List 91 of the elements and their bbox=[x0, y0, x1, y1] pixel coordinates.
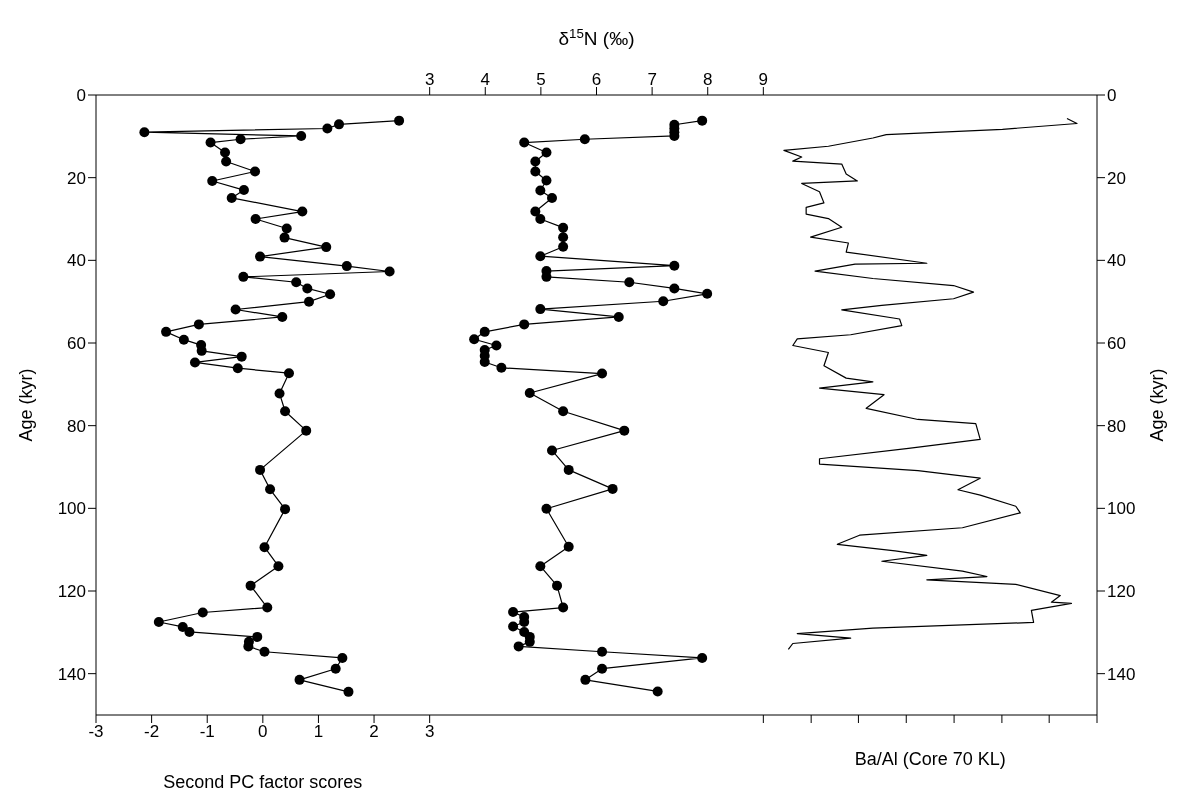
line-series bbox=[783, 117, 1078, 650]
y-tick-label: 20 bbox=[67, 168, 86, 188]
point bbox=[230, 304, 241, 315]
point bbox=[177, 621, 188, 632]
point bbox=[197, 607, 208, 618]
x-tick-label: -2 bbox=[144, 722, 160, 742]
y2-axis-title: Age (kyr) bbox=[1147, 368, 1167, 442]
x-tick-label: -1 bbox=[199, 722, 215, 742]
y-tick-label: 120 bbox=[57, 582, 86, 602]
point bbox=[341, 261, 352, 272]
y2-tick-label: 20 bbox=[1107, 168, 1126, 188]
point bbox=[280, 504, 291, 515]
point bbox=[280, 406, 291, 417]
y-tick-label: 100 bbox=[57, 499, 86, 519]
x2-tick-label: 7 bbox=[647, 70, 657, 89]
point bbox=[337, 652, 348, 663]
y-tick-label: 60 bbox=[67, 334, 86, 354]
y-axis-title: Age (kyr) bbox=[16, 368, 36, 442]
point bbox=[330, 663, 341, 674]
x2-axis-title: δ$^{15}$N (‰) bbox=[558, 25, 635, 49]
x2-tick-label: 9 bbox=[758, 70, 769, 89]
x-tick-label: 2 bbox=[369, 722, 379, 742]
y2-tick-label: 120 bbox=[1107, 582, 1136, 602]
point bbox=[281, 223, 292, 234]
x2-tick-label: 8 bbox=[702, 70, 713, 89]
y-tick-label: 140 bbox=[57, 664, 86, 684]
point bbox=[283, 368, 294, 379]
point bbox=[189, 357, 200, 368]
point bbox=[265, 484, 276, 495]
y2-tick-label: 40 bbox=[1107, 251, 1126, 271]
point bbox=[259, 542, 270, 553]
point bbox=[301, 425, 312, 436]
point bbox=[205, 137, 216, 148]
y2-tick-label: 0 bbox=[1107, 86, 1117, 106]
x-tick-label: 3 bbox=[424, 722, 435, 742]
point bbox=[235, 134, 246, 145]
point bbox=[334, 119, 345, 130]
point bbox=[302, 283, 313, 294]
x-tick-label: 0 bbox=[258, 722, 268, 742]
point bbox=[255, 464, 266, 475]
point bbox=[291, 277, 302, 288]
point bbox=[279, 232, 290, 243]
x-axis-title: Second PC factor scores bbox=[163, 772, 363, 792]
point bbox=[238, 271, 249, 282]
point bbox=[193, 319, 204, 330]
point bbox=[273, 561, 284, 572]
point bbox=[277, 311, 288, 322]
point bbox=[297, 206, 308, 217]
x2-tick-label: 3 bbox=[424, 70, 435, 89]
text: Ba/Al (Core 70 KL) bbox=[854, 749, 1006, 769]
x-tick-label: -3 bbox=[88, 722, 104, 742]
point bbox=[255, 251, 266, 262]
point bbox=[245, 580, 256, 591]
x2-tick-label: 6 bbox=[591, 70, 602, 89]
y2-tick-label: 80 bbox=[1107, 416, 1126, 436]
point bbox=[250, 214, 261, 224]
point bbox=[325, 289, 336, 300]
point bbox=[161, 326, 172, 337]
point bbox=[139, 127, 150, 138]
point bbox=[236, 351, 247, 362]
y-tick-label: 80 bbox=[67, 416, 86, 436]
point bbox=[303, 296, 314, 307]
point bbox=[262, 602, 273, 613]
point bbox=[294, 674, 305, 685]
point bbox=[394, 115, 405, 126]
point bbox=[207, 175, 218, 186]
point bbox=[252, 631, 263, 642]
point bbox=[238, 185, 249, 196]
point bbox=[250, 166, 261, 177]
point bbox=[259, 646, 270, 657]
point bbox=[226, 192, 237, 203]
y2-tick-label: 140 bbox=[1107, 664, 1136, 684]
x2-tick-label: 4 bbox=[480, 70, 491, 89]
point bbox=[178, 334, 189, 345]
point bbox=[184, 626, 195, 637]
y-tick-label: 40 bbox=[67, 251, 86, 271]
y2-tick-label: 60 bbox=[1107, 334, 1126, 354]
point bbox=[384, 266, 395, 277]
x2-tick-label: 5 bbox=[536, 70, 546, 89]
x-tick-label: 1 bbox=[313, 722, 324, 742]
point bbox=[274, 388, 285, 399]
point bbox=[321, 242, 332, 253]
point bbox=[153, 617, 164, 627]
point bbox=[343, 686, 354, 697]
point bbox=[232, 363, 243, 374]
point bbox=[296, 130, 307, 141]
point bbox=[322, 123, 333, 134]
y2-tick-label: 100 bbox=[1107, 499, 1136, 519]
point bbox=[220, 147, 231, 158]
point bbox=[221, 156, 232, 167]
y-tick-label: 0 bbox=[76, 86, 86, 106]
